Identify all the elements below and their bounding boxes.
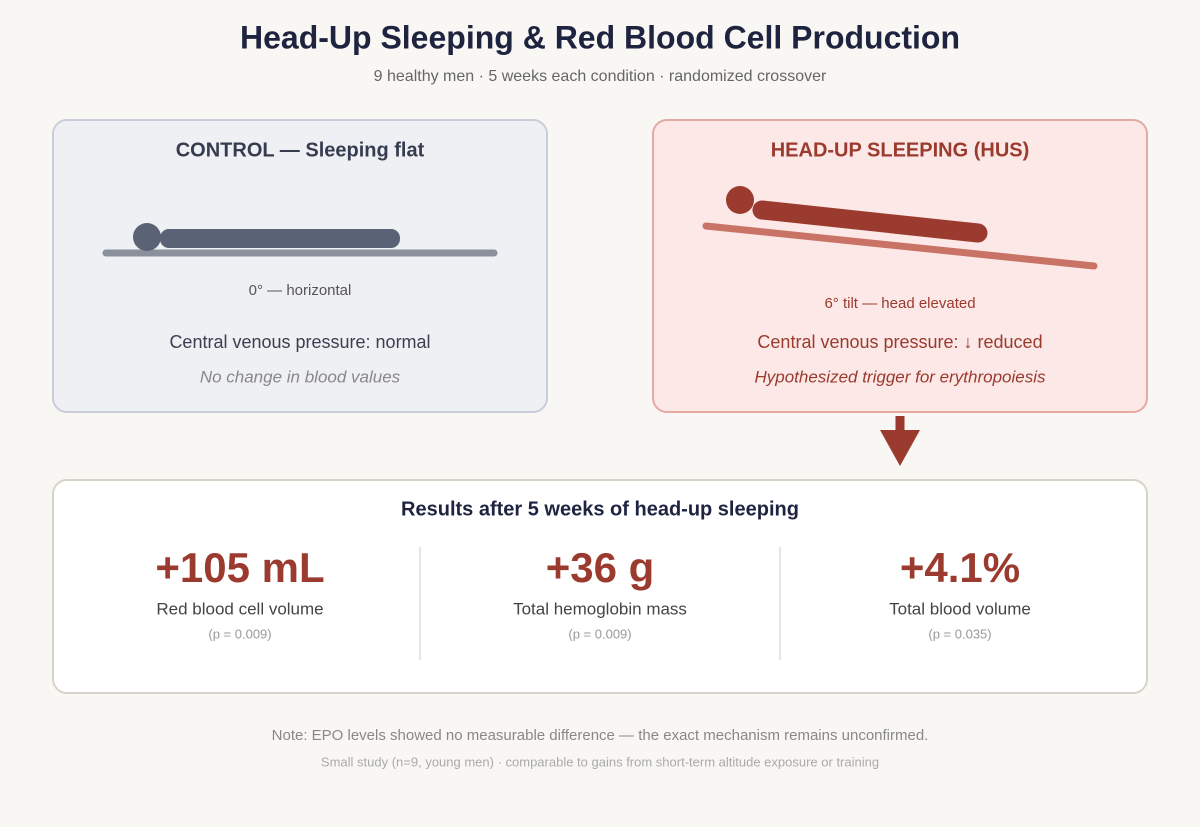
results-panel [52,479,1148,694]
results-items: +105 mL Red blood cell volume (p = 0.009) +… [155,544,1031,641]
footer-small: Small study (n=9, young men) · comparabl… [321,754,879,769]
pressure: Central venous pressure: ↓ reduced [757,332,1042,352]
body [160,229,400,248]
result-p: (p = 0.035) [928,626,991,641]
arrow-head [880,430,920,466]
panel-title: HEAD-UP SLEEPING (HUS) [771,139,1030,161]
result-value: +4.1% [900,544,1020,591]
body [752,200,988,243]
hus-panel [652,119,1148,413]
result-value: +36 g [546,544,655,591]
angle-label: 0° — horizontal [249,282,352,299]
title: Head-Up Sleeping & Red Blood Cell Produc… [240,19,960,55]
result-label: Total hemoglobin mass [513,599,687,618]
panel-note: Hypothesized trigger for erythropoiesis [754,367,1046,386]
result-label: Total blood volume [889,599,1031,618]
result-p: (p = 0.009) [208,626,271,641]
head [133,223,161,251]
pressure: Central venous pressure: normal [169,332,430,352]
panel-title: CONTROL — Sleeping flat [176,139,425,161]
subtitle: 9 healthy men · 5 weeks each condition ·… [374,68,827,85]
result-value: +105 mL [155,544,324,591]
control-panel [52,119,548,413]
bed [702,222,1098,270]
angle-label: 6° tilt — head elevated [824,295,975,312]
panel-note: No change in blood values [200,367,401,386]
result-p: (p = 0.009) [568,626,631,641]
result-label: Red blood cell volume [156,599,323,618]
footer-note: Note: EPO levels showed no measurable di… [272,727,929,744]
results-title: Results after 5 weeks of head-up sleepin… [401,498,799,520]
head [726,186,754,214]
